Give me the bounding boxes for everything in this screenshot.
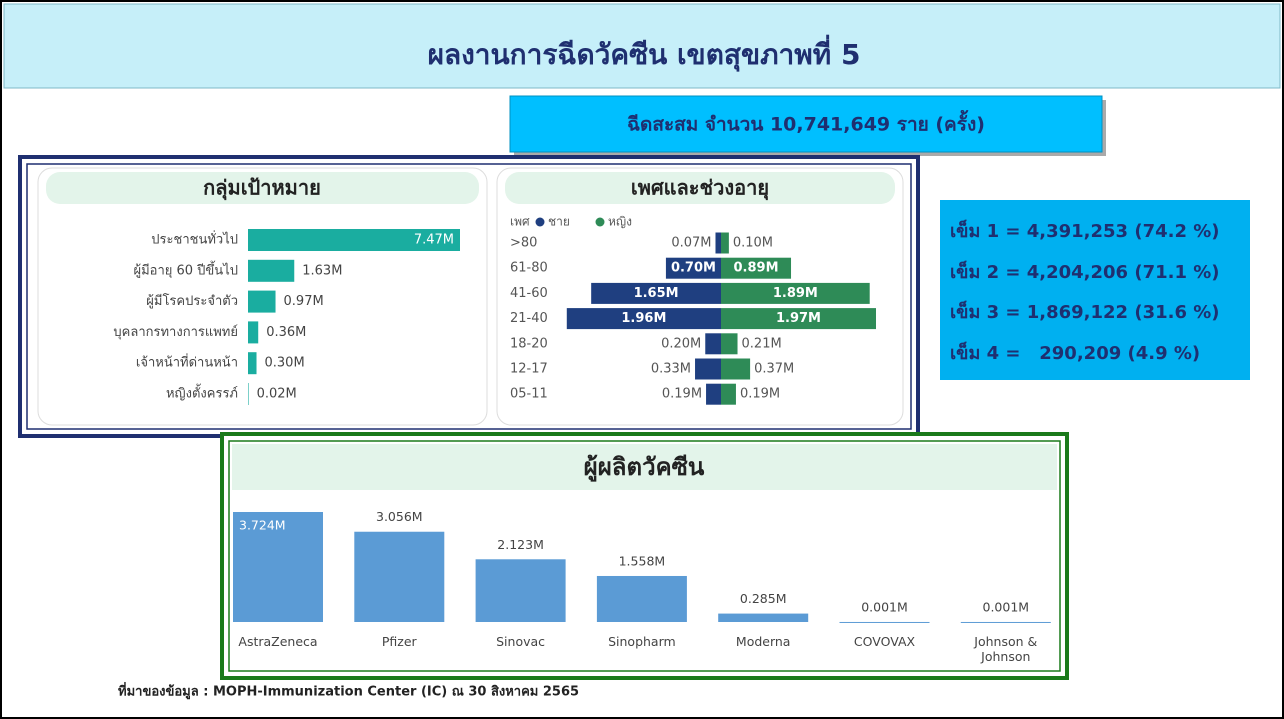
bar [715,232,721,254]
bar [721,358,751,380]
category-label: Sinovac [496,634,546,649]
source: ที่มาของข้อมูล : MOPH-Immunization Cente… [118,682,579,700]
bar [960,621,1051,623]
category-label: ผู้มีอายุ 60 ปีขึ้นไป [133,260,238,278]
category-label: Sinopharm [608,634,676,649]
value-label: 0.02M [257,387,297,402]
category-label: 61-80 [510,261,548,276]
value-label: 1.97M [776,311,821,326]
legend-marker [535,217,545,227]
category-label: 41-60 [510,286,548,301]
category-label: >80 [510,236,537,251]
bar [706,383,721,405]
dose-box [940,200,1250,380]
bar [248,321,259,344]
header-band [3,3,1281,89]
bar [248,383,249,405]
chart-title: กลุ่มเป้าหมาย [203,176,321,201]
bar [354,531,445,622]
value-label: 0.10M [733,236,773,251]
value-label: 1.65M [634,286,679,301]
bar [721,282,870,304]
bar [566,308,721,330]
value-label: 0.001M [983,599,1030,614]
card-header [46,172,479,204]
bar [591,282,721,304]
category-label: 12-17 [510,362,548,377]
value-label: 0.70M [671,261,716,276]
bar [233,512,323,622]
value-label: 3.056M [376,509,423,524]
bar [248,290,276,313]
category-label: ประชาชนทั่วไป [151,231,238,248]
value-label: 0.36M [266,325,306,340]
value-label: 0.30M [265,356,305,371]
total-box [509,95,1103,153]
bar [596,575,687,622]
value-label: 0.21M [742,336,782,351]
panel-frame-inner [26,163,912,430]
dose-text: เข็ม 4 = 290,209 (4.9 %) [950,341,1200,364]
bar [665,257,721,279]
value-label: 0.20M [661,336,701,351]
value-label: 0.285M [740,591,787,606]
legend-marker [595,217,605,227]
category-label: 05-11 [510,387,548,402]
bar [718,613,809,622]
bar [248,229,460,251]
value-label: 0.89M [734,261,779,276]
legend-label: หญิง [608,215,632,229]
panel-frame-inner [228,440,1061,672]
dose-text: เข็ม 1 = 4,391,253 (74.2 %) [950,219,1220,242]
category-label: Pfizer [381,634,417,649]
value-label: 1.89M [773,286,818,301]
value-label: 3.724M [239,518,286,533]
value-label: 0.19M [662,387,702,402]
category-label: 18-20 [510,336,548,351]
page-title: ผลงานการฉีดวัคซีน เขตสุขภาพที่ 5 [428,34,861,72]
total-text: ฉีดสะสม จำนวน 10,741,649 ราย (ครั้ง) [627,110,985,136]
value-label: 7.47M [414,233,454,248]
value-label: 1.558M [619,553,666,568]
bar [475,559,566,622]
category-label: เจ้าหน้าที่ด่านหน้า [136,354,238,371]
value-label: 2.123M [497,537,544,552]
legend-label: ชาย [548,215,570,229]
bar [695,358,721,380]
bar [839,621,930,623]
legend-title: เพศ [510,215,530,229]
value-label: 0.001M [861,599,908,614]
bar [721,333,738,355]
category-label: ผู้มีโรคประจำตัว [146,293,238,309]
category-label: AstraZeneca [238,634,318,649]
chart-title: เพศและช่วงอายุ [631,176,769,201]
bar [248,259,295,282]
chart-title: ผู้ผลิตวัคซีน [584,453,705,482]
value-label: 0.19M [740,387,780,402]
value-label: 0.33M [651,362,691,377]
value-label: 0.97M [284,294,324,309]
dose-text: เข็ม 2 = 4,204,206 (71.1 %) [950,260,1220,283]
category-label: หญิงตั้งครรภ์ [166,384,238,402]
value-label: 0.07M [671,236,711,251]
category-label: COVOVAX [853,634,916,649]
card-header [232,444,1057,490]
card-header [505,172,895,204]
category-label: 21-40 [510,311,548,326]
bar [721,257,792,279]
bar [705,333,721,355]
value-label: 1.96M [621,311,666,326]
dose-text: เข็ม 3 = 1,869,122 (31.6 %) [950,300,1220,323]
category-label: Moderna [735,634,791,649]
bar [721,383,736,405]
value-label: 0.37M [754,362,794,377]
bar [721,308,876,330]
value-label: 1.63M [302,263,342,278]
bar [248,352,257,375]
category-label: บุคลากรทางการแพทย์ [113,324,238,340]
category-label: Johnson & Johnson [974,634,1038,664]
bar [721,232,729,254]
